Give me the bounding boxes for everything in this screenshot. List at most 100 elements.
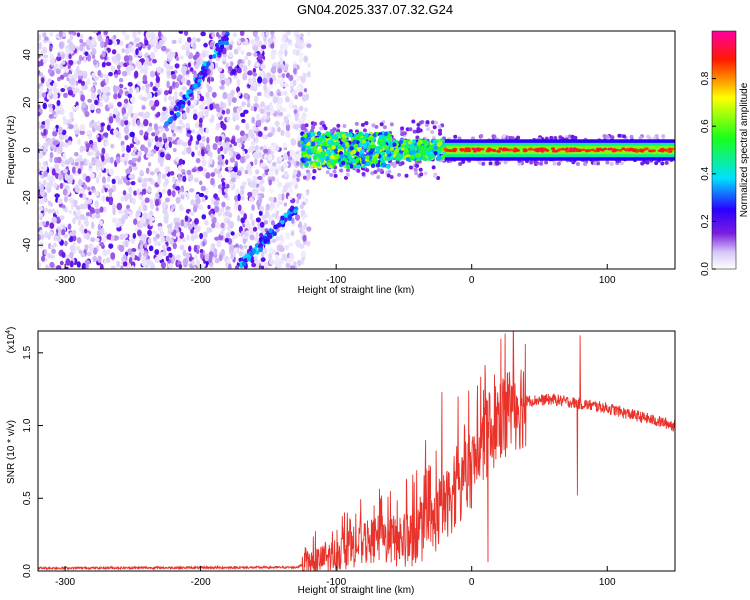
noise-dot bbox=[94, 208, 101, 215]
noise-dot bbox=[255, 169, 260, 175]
noise-dot bbox=[132, 232, 137, 239]
noise-dot bbox=[146, 127, 151, 134]
noise-dot bbox=[158, 136, 163, 143]
noise-dot bbox=[195, 259, 201, 267]
carrier-dot bbox=[316, 153, 321, 159]
carrier-halo-dot bbox=[306, 175, 311, 180]
noise-dot bbox=[243, 213, 248, 220]
noise-dot bbox=[40, 76, 45, 84]
noise-dot bbox=[136, 119, 141, 126]
noise-dot bbox=[195, 140, 200, 145]
noise-dot bbox=[127, 193, 132, 200]
noise-dot bbox=[186, 169, 192, 176]
carrier-dot bbox=[318, 147, 323, 153]
carrier-halo-dot bbox=[617, 133, 622, 138]
aliased-line-dot bbox=[246, 256, 252, 262]
noise-dot bbox=[200, 31, 206, 37]
noise-dot bbox=[186, 79, 191, 86]
noise-dot bbox=[163, 95, 168, 102]
carrier-core-dot bbox=[621, 147, 626, 151]
noise-dot bbox=[225, 205, 231, 211]
noise-dot bbox=[97, 223, 102, 231]
noise-dot bbox=[254, 237, 260, 242]
carrier-dot bbox=[372, 156, 378, 161]
noise-dot bbox=[196, 134, 202, 141]
noise-dot bbox=[219, 73, 225, 80]
noise-dot bbox=[109, 156, 114, 164]
noise-dot bbox=[53, 182, 58, 189]
aliased-line-dot bbox=[263, 239, 268, 245]
noise-dot bbox=[114, 73, 118, 79]
colorbar-tick-label: 0.8 bbox=[700, 71, 711, 85]
noise-dot bbox=[194, 64, 199, 70]
noise-dot bbox=[120, 265, 124, 269]
noise-dot bbox=[49, 222, 55, 229]
carrier-dot bbox=[341, 143, 347, 148]
aliased-line-dot bbox=[219, 40, 224, 46]
noise-dot bbox=[106, 257, 111, 263]
noise-dot bbox=[94, 146, 99, 153]
noise-dot bbox=[294, 154, 299, 161]
noise-dot bbox=[128, 186, 132, 193]
noise-dot bbox=[271, 75, 277, 82]
carrier-halo-dot bbox=[332, 127, 337, 132]
noise-dot bbox=[274, 145, 280, 152]
noise-dot bbox=[158, 142, 164, 148]
aliased-line-dot bbox=[193, 83, 198, 89]
noise-dot bbox=[265, 31, 270, 37]
noise-dot bbox=[262, 77, 268, 85]
carrier-halo-dot bbox=[488, 161, 493, 166]
noise-dot bbox=[152, 58, 157, 64]
noise-dot bbox=[149, 216, 155, 222]
noise-dot bbox=[250, 105, 254, 112]
carrier-dot bbox=[414, 152, 420, 157]
noise-dot bbox=[54, 63, 59, 69]
noise-dot bbox=[168, 65, 174, 70]
carrier-halo-dot bbox=[412, 129, 417, 134]
noise-dot bbox=[287, 195, 293, 201]
carrier-halo-dot bbox=[610, 135, 615, 140]
noise-dot bbox=[298, 221, 302, 229]
y-tick-label: 40 bbox=[22, 49, 33, 61]
noise-dot bbox=[76, 261, 81, 268]
noise-dot bbox=[171, 190, 176, 198]
noise-dot bbox=[80, 80, 86, 86]
noise-dot bbox=[220, 79, 226, 86]
noise-dot bbox=[43, 207, 49, 213]
x-tick-label: 0 bbox=[469, 275, 475, 286]
noise-dot bbox=[192, 113, 198, 121]
noise-dot bbox=[46, 140, 52, 146]
carrier-dot bbox=[438, 140, 443, 146]
aliased-line-dot bbox=[197, 78, 202, 84]
noise-dot bbox=[189, 134, 193, 142]
noise-dot bbox=[71, 166, 76, 174]
noise-dot bbox=[189, 211, 194, 216]
noise-dot bbox=[238, 105, 243, 112]
noise-dot bbox=[141, 260, 147, 267]
noise-dot bbox=[178, 119, 184, 125]
noise-dot bbox=[201, 148, 205, 157]
carrier-dot bbox=[423, 147, 429, 152]
carrier-dot bbox=[383, 131, 389, 137]
noise-dot bbox=[51, 248, 56, 255]
noise-dot bbox=[55, 209, 60, 216]
noise-dot bbox=[279, 56, 284, 65]
noise-dot bbox=[299, 243, 305, 249]
carrier-halo-dot bbox=[329, 172, 334, 177]
aliased-line-dot bbox=[224, 40, 229, 46]
noise-dot bbox=[252, 151, 258, 159]
noise-dot bbox=[90, 38, 97, 46]
noise-dot bbox=[263, 247, 268, 254]
noise-dot bbox=[82, 193, 87, 200]
noise-dot bbox=[256, 91, 262, 97]
aliased-line-dot bbox=[283, 212, 288, 218]
noise-dot bbox=[108, 200, 113, 206]
noise-dot bbox=[144, 197, 150, 204]
aliased-line-dot bbox=[219, 44, 225, 50]
carrier-dot bbox=[360, 148, 365, 154]
noise-dot bbox=[108, 243, 114, 249]
aliased-line-dot bbox=[292, 208, 298, 214]
noise-dot bbox=[177, 165, 183, 172]
aliased-line-dot bbox=[212, 53, 217, 59]
noise-dot bbox=[142, 212, 147, 220]
